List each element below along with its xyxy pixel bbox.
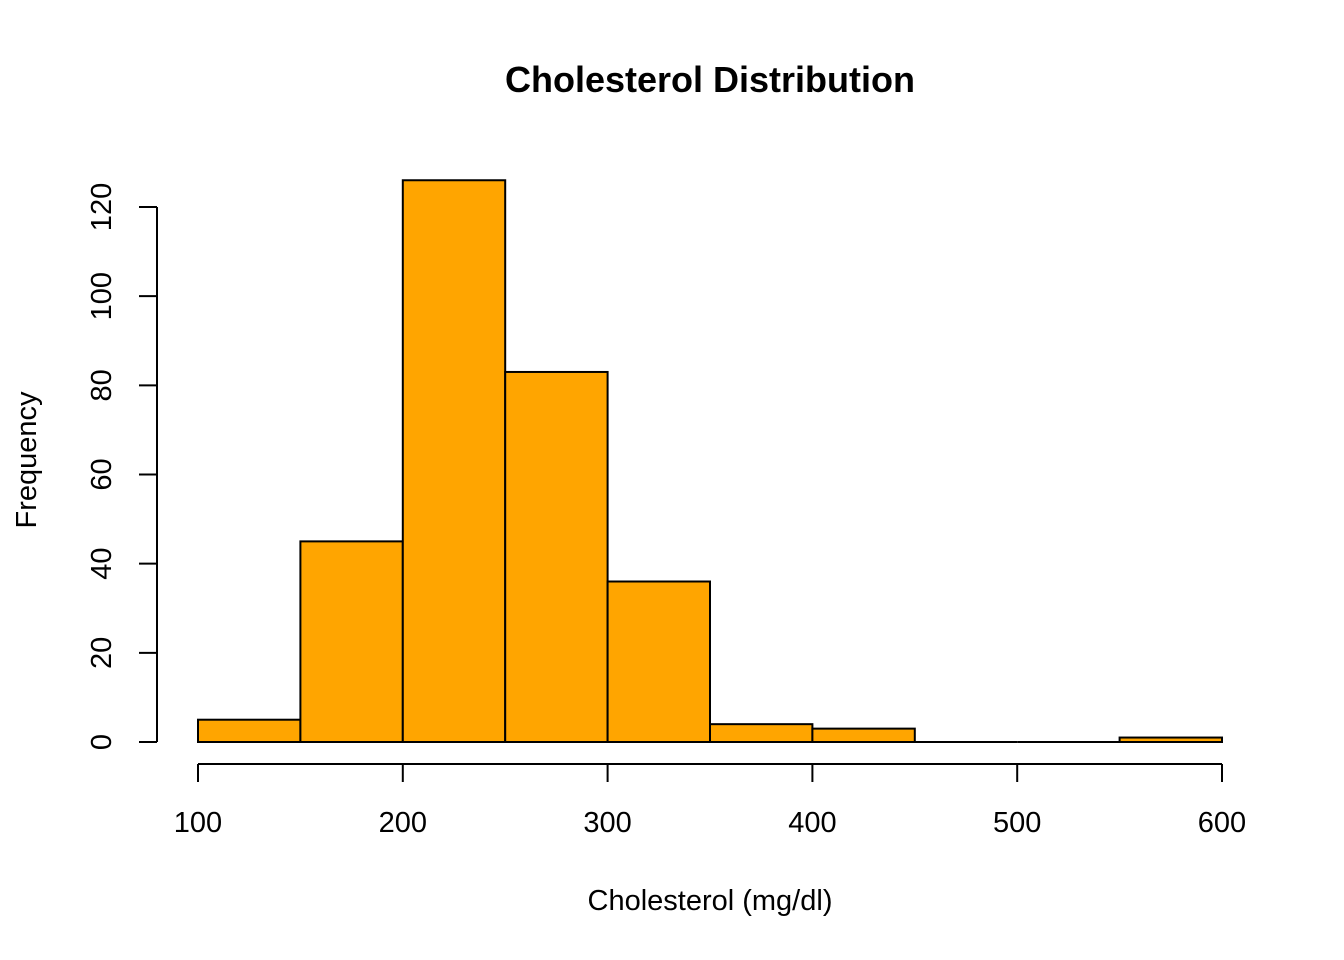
y-axis: 0 20 40 60 80 100 120 xyxy=(86,183,158,750)
bars-group xyxy=(197,179,1223,744)
y-tick-label: 60 xyxy=(86,458,118,490)
x-tick-label: 400 xyxy=(788,807,836,839)
chart-title: Cholesterol Distribution xyxy=(505,59,915,100)
y-tick-label: 40 xyxy=(86,548,118,580)
x-axis: 100 200 300 400 500 600 xyxy=(174,763,1246,839)
x-axis-label: Cholesterol (mg/dl) xyxy=(588,885,833,917)
y-tick-label: 80 xyxy=(86,369,118,401)
y-tick-label: 100 xyxy=(86,272,118,320)
histogram-bar xyxy=(401,179,507,743)
y-tick-label: 120 xyxy=(86,183,118,231)
x-tick-label: 200 xyxy=(379,807,427,839)
x-tick-label: 600 xyxy=(1198,807,1246,839)
x-tick-label: 500 xyxy=(993,807,1041,839)
histogram-bar xyxy=(811,727,916,743)
x-tick-label: 100 xyxy=(174,807,222,839)
y-axis-label: Frequency xyxy=(11,391,43,529)
y-tick-label: 0 xyxy=(86,734,118,750)
histogram-bar xyxy=(504,370,609,743)
y-tick-label: 20 xyxy=(86,637,118,669)
histogram-bar xyxy=(709,723,814,744)
histogram-bar xyxy=(1118,736,1223,744)
histogram-bar xyxy=(197,718,302,743)
x-tick-label: 300 xyxy=(583,807,631,839)
histogram-bar xyxy=(606,580,711,743)
histogram-bar xyxy=(299,540,404,743)
